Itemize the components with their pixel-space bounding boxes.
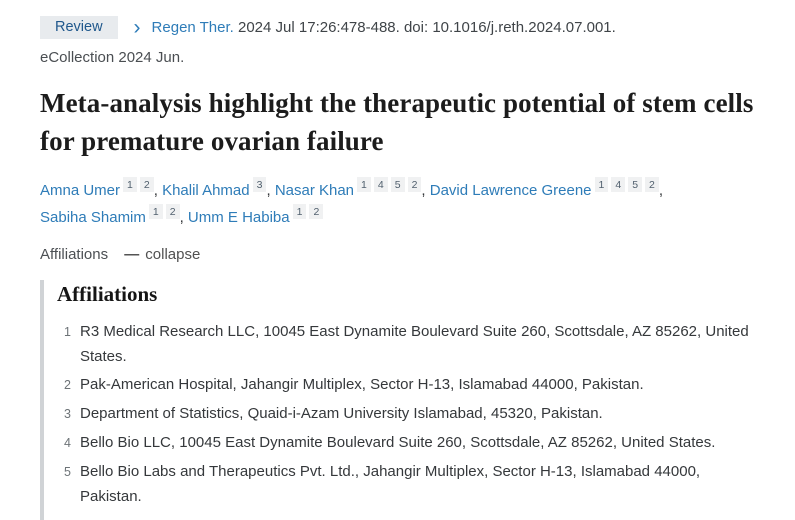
affiliation-number: 3 [64, 406, 71, 421]
author-affiliation-number[interactable]: 2 [407, 176, 422, 193]
citation-row: Review › Regen Ther. 2024 Jul 17:26:478-… [40, 16, 755, 39]
author-affiliation-number[interactable]: 4 [373, 176, 388, 193]
author-link[interactable]: Khalil Ahmad [162, 181, 250, 199]
affiliations-heading: Affiliations [57, 281, 158, 306]
author-affiliation-number[interactable]: 2 [309, 203, 324, 220]
author-affiliation-number[interactable]: 1 [357, 176, 371, 193]
authors-line: Amna Umer 1 2, Khalil Ahmad 3, Nasar Khan 1 4… [40, 176, 730, 231]
author-item: Sabiha Shamim 1 2, [40, 203, 184, 226]
collapse-minus-icon: — [124, 245, 140, 263]
author-affiliation-number[interactable]: 2 [645, 176, 659, 193]
affiliation-text: R3 Medical Research LLC, 10045 East Dyna… [80, 322, 749, 365]
author-affiliation-number[interactable]: 2 [165, 203, 180, 220]
journal-link[interactable]: Regen Ther. [151, 19, 234, 36]
author-link[interactable]: Amna Umer [40, 181, 121, 199]
author-link[interactable]: Sabiha Shamim [40, 208, 146, 226]
article-title: Meta-analysis highlight the therapeutic … [40, 88, 754, 157]
author-separator: , [179, 208, 184, 226]
affiliation-item: 4 Bello Bio LLC, 10045 East Dynamite Boul… [57, 430, 755, 456]
collapse-label: collapse [145, 245, 201, 263]
affiliation-number: 1 [64, 324, 71, 339]
author-affiliation-number[interactable]: 2 [139, 176, 154, 193]
author-affiliation-number[interactable]: 3 [252, 176, 267, 193]
citation-text: Regen Ther. 2024 Jul 17:26:478-488. doi:… [152, 19, 616, 36]
affiliation-number: 5 [64, 464, 71, 479]
affiliations-panel: Affiliations 1 R3 Medical Research LLC, 1… [40, 279, 755, 520]
affiliation-item: 2 Pak-American Hospital, Jahangir Multipl… [57, 372, 755, 398]
author-separator: , [266, 181, 271, 199]
affiliation-text: Bello Bio Labs and Therapeutics Pvt. Ltd… [80, 462, 701, 505]
author-separator: , [421, 181, 426, 199]
affiliations-toggle-row: Affiliations — collapse [40, 246, 755, 263]
author-item: Umm E Habiba 1 2 [187, 203, 324, 226]
review-badge[interactable]: Review [40, 16, 118, 39]
author-affiliation-number[interactable]: 1 [123, 176, 137, 193]
affiliations-collapse-button[interactable]: — collapse [124, 246, 200, 263]
author-affiliation-number[interactable]: 4 [611, 176, 626, 193]
affiliation-text: Department of Statistics, Quaid-i-Azam U… [80, 404, 603, 422]
author-item: Amna Umer 1 2, [40, 176, 158, 199]
author-item: Nasar Khan 1 4 5 2, [274, 176, 426, 199]
author-affiliation-number[interactable]: 1 [594, 176, 609, 193]
affiliation-item: 5 Bello Bio Labs and Therapeutics Pvt. Lt… [57, 459, 755, 509]
affiliation-number: 4 [64, 435, 71, 450]
affiliation-number: 2 [64, 377, 71, 392]
affiliation-item: 1 R3 Medical Research LLC, 10045 East Dyn… [57, 319, 755, 369]
author-separator: , [153, 181, 158, 199]
affiliation-text: Bello Bio LLC, 10045 East Dynamite Boule… [80, 433, 716, 451]
author-link[interactable]: Nasar Khan [274, 181, 355, 199]
chevron-right-icon: › [133, 16, 141, 39]
citation-details: 2024 Jul 17:26:478-488. doi: 10.1016/j.r… [238, 19, 616, 36]
author-link[interactable]: Umm E Habiba [187, 208, 290, 226]
author-affiliation-number[interactable]: 1 [148, 203, 163, 220]
author-item: David Lawrence Greene 1 4 5 2, [429, 176, 664, 199]
affiliations-list: 1 R3 Medical Research LLC, 10045 East Dyn… [57, 319, 755, 509]
author-separator: , [658, 181, 664, 199]
affiliation-item: 3 Department of Statistics, Quaid-i-Azam … [57, 401, 755, 427]
author-item: Khalil Ahmad 3, [162, 176, 271, 199]
affiliations-toggle-label: Affiliations [40, 245, 109, 263]
author-affiliation-number[interactable]: 5 [628, 176, 643, 193]
affiliation-text: Pak-American Hospital, Jahangir Multiple… [80, 375, 644, 393]
author-link[interactable]: David Lawrence Greene [429, 181, 592, 199]
author-affiliation-number[interactable]: 5 [390, 176, 405, 193]
author-affiliation-number[interactable]: 1 [292, 203, 307, 220]
ecollection-text: eCollection 2024 Jun. [40, 49, 185, 66]
